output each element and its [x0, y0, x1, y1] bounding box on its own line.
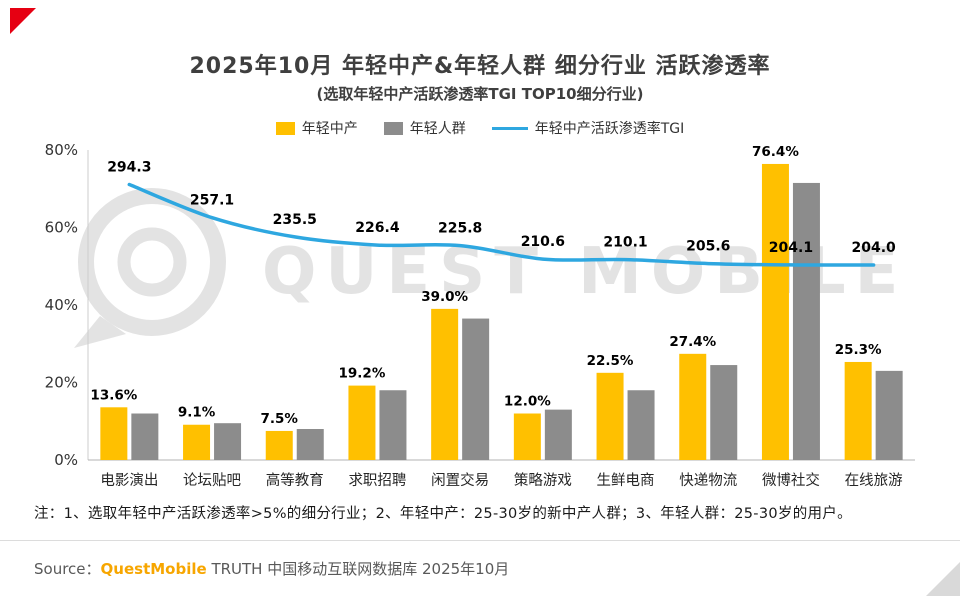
- bar-primary-7: [679, 353, 707, 460]
- watermark-logo-tail: [74, 316, 126, 348]
- watermark-logo-outer-ring: [78, 188, 226, 336]
- bar-value-label-5: 12.0%: [504, 394, 551, 410]
- bar-value-label-9: 25.3%: [835, 342, 882, 358]
- source-prefix: Source：: [34, 560, 101, 578]
- legend-swatch-gray: [383, 121, 403, 135]
- bar-secondary-7: [710, 365, 738, 460]
- category-label-0: 电影演出: [100, 472, 158, 489]
- tgi-value-label-0: 294.3: [107, 159, 151, 175]
- y-axis-tick-label: 80%: [45, 141, 78, 159]
- category-label-6: 生鲜电商: [597, 472, 655, 489]
- tgi-value-label-1: 257.1: [190, 193, 234, 209]
- watermark-text: QUEST MOBILE: [262, 235, 907, 309]
- bar-primary-5: [513, 413, 541, 460]
- legend-swatch-yellow: [275, 121, 295, 135]
- legend-item-young-middleclass: 年轻中产: [275, 118, 358, 138]
- category-label-7: 快递物流: [679, 472, 737, 489]
- bar-value-label-6: 22.5%: [587, 353, 634, 369]
- legend-label-young-people: 年轻人群: [409, 121, 466, 137]
- tgi-value-label-8: 204.1: [769, 240, 813, 256]
- footnote: 注：1、选取年轻中产活跃渗透率>5%的细分行业；2、年轻中产：25-30岁的新中…: [34, 506, 852, 522]
- bar-primary-1: [183, 424, 211, 460]
- bar-value-label-2: 7.5%: [261, 411, 299, 427]
- bar-primary-4: [431, 308, 459, 460]
- legend-label-young-middleclass: 年轻中产: [301, 121, 358, 137]
- source-brand: QuestMobile: [100, 560, 207, 578]
- category-label-5: 策略游戏: [514, 472, 572, 489]
- tgi-value-label-5: 210.6: [521, 234, 565, 250]
- y-axis-tick-label: 60%: [45, 219, 78, 237]
- red-corner-mark: [10, 8, 36, 34]
- bar-value-label-4: 39.0%: [421, 289, 468, 305]
- category-label-3: 求职招聘: [348, 472, 406, 489]
- category-label-2: 高等教育: [266, 471, 324, 489]
- source-suffix: TRUTH 中国移动互联网数据库 2025年10月: [206, 560, 510, 578]
- category-label-9: 在线旅游: [845, 472, 903, 489]
- bar-value-label-3: 19.2%: [339, 366, 386, 382]
- category-label-8: 微博社交: [762, 471, 820, 489]
- tgi-value-label-9: 204.0: [852, 240, 897, 256]
- bar-secondary-3: [379, 390, 407, 460]
- tgi-value-label-4: 225.8: [438, 221, 482, 237]
- chart-legend: 年轻中产 年轻人群 年轻中产活跃渗透率TGI: [0, 118, 960, 138]
- source-line: Source：QuestMobile TRUTH 中国移动互联网数据库 2025…: [34, 558, 509, 579]
- page-title: 2025年10月 年轻中产&年轻人群 细分行业 活跃渗透率: [189, 54, 771, 79]
- bar-value-label-0: 13.6%: [90, 387, 137, 403]
- category-label-4: 闲置交易: [431, 471, 489, 489]
- bar-value-label-8: 76.4%: [752, 144, 799, 160]
- gray-corner-mark: [926, 562, 960, 596]
- legend-item-tgi-line: 年轻中产活跃渗透率TGI: [491, 118, 685, 138]
- bar-secondary-9: [875, 370, 903, 460]
- watermark-logo-inner-ring: [117, 227, 187, 297]
- bar-secondary-2: [296, 429, 324, 460]
- bar-secondary-1: [214, 423, 242, 460]
- tgi-value-label-7: 205.6: [686, 239, 730, 255]
- legend-label-tgi: 年轻中产活跃渗透率TGI: [534, 121, 685, 137]
- y-axis-tick-label: 0%: [54, 451, 78, 469]
- bar-primary-8: [761, 163, 789, 460]
- category-label-1: 论坛贴吧: [183, 472, 241, 489]
- page-subtitle: (选取年轻中产活跃渗透率TGI TOP10细分行业): [316, 85, 644, 103]
- bar-primary-0: [100, 407, 128, 460]
- tgi-value-label-3: 226.4: [355, 220, 400, 236]
- watermark: QUEST MOBILE: [74, 188, 907, 348]
- legend-item-young-people: 年轻人群: [383, 118, 466, 138]
- tgi-value-label-6: 210.1: [603, 235, 647, 251]
- bar-secondary-4: [462, 318, 490, 460]
- bar-primary-9: [844, 361, 872, 460]
- bar-primary-6: [596, 372, 624, 460]
- y-axis-tick-label: 20%: [45, 374, 78, 392]
- bar-primary-3: [348, 385, 376, 460]
- tgi-line: [127, 182, 876, 267]
- bar-value-label-7: 27.4%: [669, 334, 716, 350]
- bar-value-label-1: 9.1%: [178, 405, 216, 421]
- y-axis-tick-label: 40%: [45, 296, 78, 314]
- footer-divider: [0, 540, 960, 541]
- bar-primary-2: [265, 430, 293, 460]
- tgi-value-label-2: 235.5: [273, 212, 317, 228]
- bar-secondary-0: [131, 413, 159, 460]
- bar-secondary-6: [627, 390, 655, 460]
- legend-line-swatch-blue: [491, 126, 528, 130]
- bar-secondary-8: [792, 182, 820, 460]
- bar-secondary-5: [544, 409, 572, 460]
